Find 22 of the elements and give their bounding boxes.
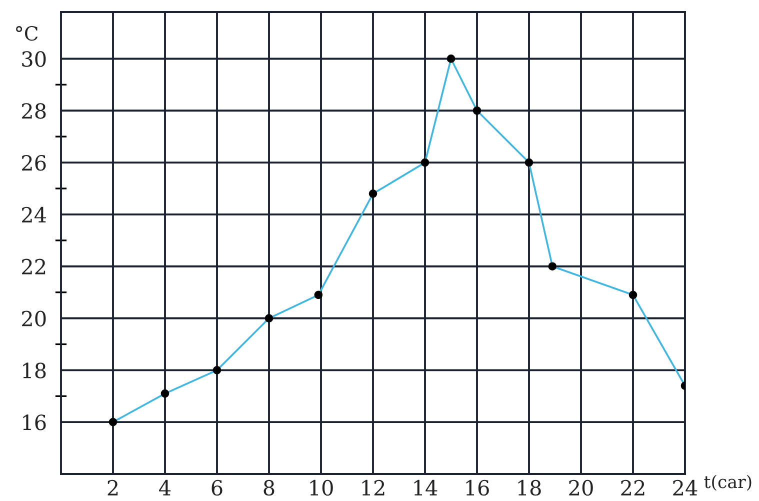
x-tick-label: 20 (569, 480, 593, 496)
x-tick-label: 14 (414, 480, 438, 496)
y-tick-label: 22 (22, 258, 46, 274)
y-tick-label: 30 (22, 51, 46, 67)
x-tick-label: 2 (108, 480, 118, 496)
x-tick-label: 24 (673, 480, 698, 496)
y-tick-label: 28 (22, 103, 46, 119)
x-tick-label: 12 (362, 480, 384, 496)
x-tick-label: 16 (466, 480, 489, 496)
y-tick-label: 18 (23, 362, 46, 378)
x-axis-title: t(car) (704, 474, 752, 491)
x-tick-label: 10 (310, 480, 333, 496)
x-tick-label: 18 (518, 480, 541, 496)
x-tick-label: 4 (159, 480, 171, 496)
y-tick-label: 16 (23, 414, 46, 430)
x-tick-label: 8 (264, 480, 274, 496)
y-tick-label: 24 (22, 206, 46, 222)
x-tick-label: 22 (621, 480, 644, 496)
y-tick-label: 26 (22, 154, 46, 171)
y-axis-title: °C (16, 26, 38, 41)
x-tick-label: 6 (212, 480, 222, 496)
y-tick-label: 20 (22, 310, 46, 326)
